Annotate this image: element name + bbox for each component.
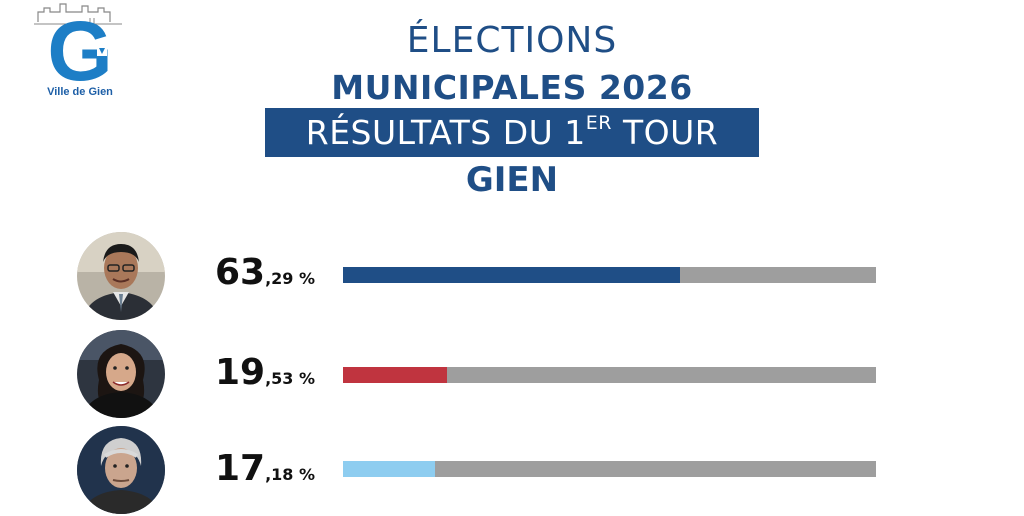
percent-decimal: ,53 %	[265, 369, 316, 388]
bar-track	[343, 267, 876, 283]
percent-integer: 19	[214, 352, 266, 393]
city-name: GIEN	[465, 160, 559, 200]
result-row: 19,53 %	[0, 330, 1024, 420]
logo-text: Ville de Gien	[47, 86, 113, 98]
percent-integer: 63	[214, 252, 266, 293]
bar-track	[343, 367, 876, 383]
bar-track	[343, 461, 876, 477]
banner-superscript: ER	[585, 112, 612, 134]
banner-text-end: TOUR	[611, 113, 719, 152]
banner-text: RÉSULTATS DU 1	[305, 113, 586, 152]
percent-integer: 17	[214, 448, 266, 489]
candidate-photo-icon	[77, 232, 165, 320]
percent-decimal: ,29 %	[265, 269, 316, 288]
percent-label: 63,29 %	[195, 252, 335, 293]
ville-de-gien-logo: G Ville de Gien	[30, 2, 130, 102]
result-row: 63,29 %	[0, 230, 1024, 320]
results-banner: RÉSULTATS DU 1ER TOUR	[265, 108, 759, 157]
percent-label: 17,18 %	[195, 448, 335, 489]
title-municipales: MUNICIPALES 2026	[331, 68, 693, 107]
logo-letter: G	[47, 4, 112, 86]
candidate-photo-icon	[77, 330, 165, 418]
result-row: 17,18 %	[0, 426, 1024, 516]
bar-fill	[343, 461, 435, 477]
percent-decimal: ,18 %	[265, 465, 316, 484]
title-elections: ÉLECTIONS	[406, 20, 618, 61]
bar-fill	[343, 267, 681, 283]
candidate-photo-icon	[77, 426, 165, 514]
bar-fill	[343, 367, 448, 383]
percent-label: 19,53 %	[195, 352, 335, 393]
castle-outline-icon: G	[34, 3, 122, 86]
